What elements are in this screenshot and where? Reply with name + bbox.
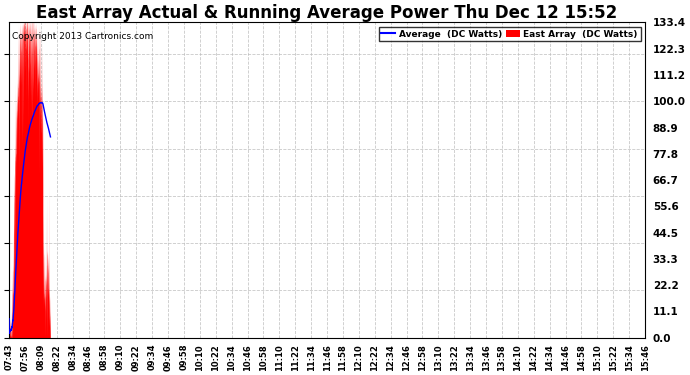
Title: East Array Actual & Running Average Power Thu Dec 12 15:52: East Array Actual & Running Average Powe…	[37, 4, 618, 22]
Legend: Average  (DC Watts), East Array  (DC Watts): Average (DC Watts), East Array (DC Watts…	[379, 27, 640, 41]
Text: Copyright 2013 Cartronics.com: Copyright 2013 Cartronics.com	[12, 32, 153, 41]
